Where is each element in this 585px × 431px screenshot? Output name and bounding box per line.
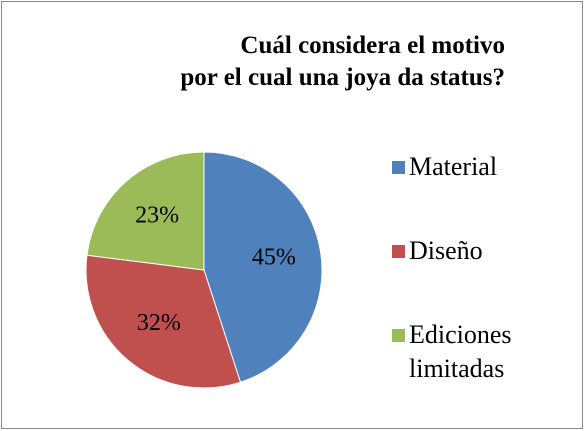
legend-swatch	[392, 329, 405, 342]
legend-item: Ediciones limitadas	[392, 318, 559, 386]
pie-slice	[203, 151, 323, 383]
data-label: 23%	[135, 202, 179, 228]
legend-item: Diseño	[392, 234, 559, 268]
legend-label: Diseño	[409, 236, 483, 265]
legend-item: Material	[392, 150, 559, 184]
legend-swatch	[392, 245, 405, 258]
legend-label: Material	[409, 152, 498, 181]
pie-slice	[85, 254, 242, 389]
data-label: 32%	[137, 310, 181, 336]
legend-label: Ediciones limitadas	[409, 320, 512, 383]
pie-slice	[86, 151, 205, 271]
data-label: 45%	[252, 244, 296, 270]
chart-title: Cuál considera el motivo por el cual una…	[180, 32, 505, 91]
legend-swatch	[392, 161, 405, 174]
